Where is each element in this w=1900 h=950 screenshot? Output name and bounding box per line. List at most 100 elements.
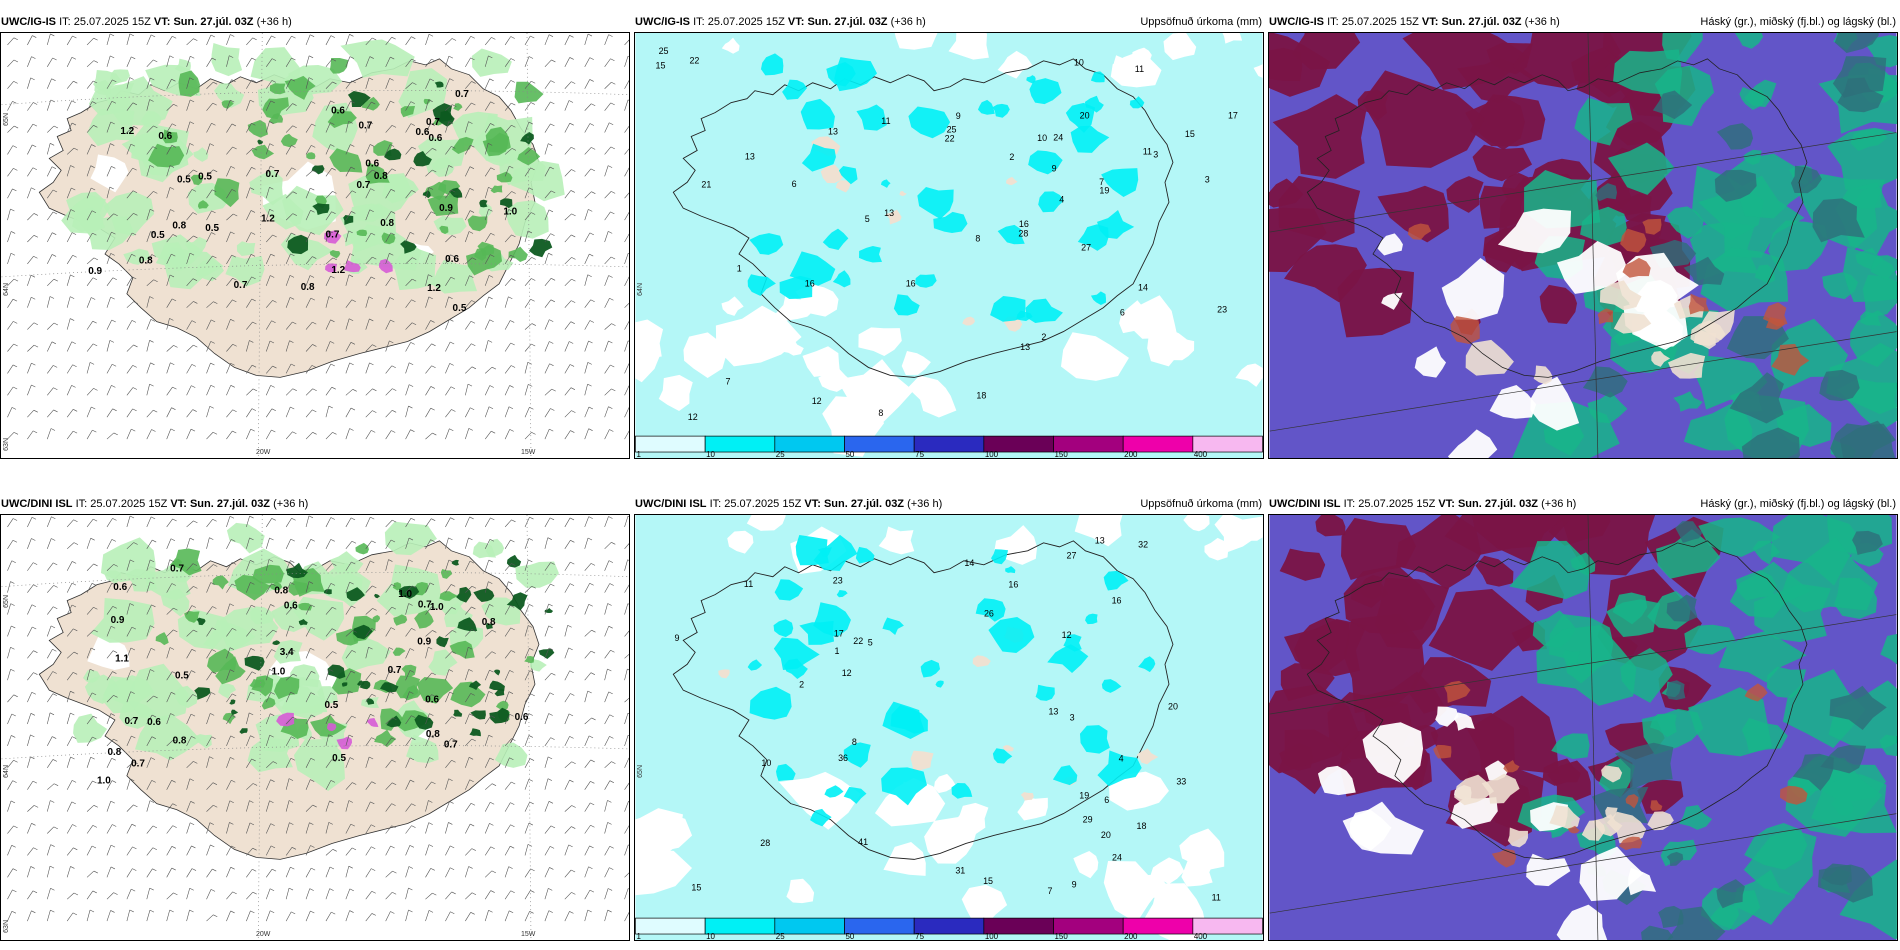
field-blob [1530,376,1580,431]
map-canvas[interactable]: 20 15 14 13 10 12 11 16 23 27 9 7 8 17 11 28 20 15 26 24 29 3… [634,514,1264,941]
wind-barb-flag [349,318,354,321]
map-canvas[interactable]: 6 7 11 13 15 22 25 18 12 16 19 13 10 23 24 27 22 17 16 9 13 2… [634,32,1264,459]
wind-barb [604,406,609,418]
wind-barb-flag [488,406,494,409]
wind-barb [385,892,393,900]
field-blob [1005,566,1016,574]
wind-barb-flag [570,430,575,433]
wind-barb [126,301,134,308]
wind-barb-flag [369,209,374,213]
wind-barb [524,648,530,659]
wind-barb [166,165,171,177]
wind-barb-flag [211,627,217,631]
accum-value-label: 3 [1205,175,1210,185]
wind-barb [484,630,493,637]
field-blob [451,136,474,155]
wind-barb [624,39,629,46]
wind-barb-flag [131,626,137,630]
wind-barb-flag [531,147,536,151]
wind-barb-flag [411,803,416,806]
wind-barb-flag [153,695,158,699]
wind-barb [27,256,34,265]
init-time: 25.07.2025 15Z [707,16,785,28]
wind-barb-flag [250,210,256,213]
wind-barb [445,738,452,747]
wind-barb-flag [332,257,337,261]
wind-barb [624,584,629,593]
wind-barb [425,99,429,111]
wind-barb-flag [588,516,593,519]
field-blob [1317,765,1356,796]
wind-barb-flag [349,757,355,760]
field-blob [365,162,390,184]
map-panel-p5: UWC/DINI ISL IT: 25.07.2025 15Z VT: Sun.… [634,494,1264,941]
map-canvas[interactable]: 0.7 0.6 0.9 0.8 1.0 0.7 0.5 0.6 0.9 0.8 1.0 0.7 0.6 3… [0,514,630,941]
wind-barb-flag [150,625,155,628]
field-blob [288,580,311,596]
wind-barb-flag [111,166,116,169]
field-blob [439,225,449,235]
wind-barb-flag [53,387,58,390]
wind-barb-flag [448,669,454,672]
wind-barb [524,693,532,703]
field-blob [1052,765,1078,786]
wind-barb-flag [30,756,35,760]
wind-barb-flag [31,187,36,191]
field-blob [479,199,488,208]
field-blob [184,236,208,257]
wind-barb [544,692,551,703]
wind-barb [7,845,12,856]
wind-barb-flag [212,255,217,259]
wind-barb-flag [491,630,497,633]
wind-barb-flag [292,607,297,610]
wind-barb [425,735,431,747]
wind-barb [465,102,472,111]
wind-barb [66,430,74,440]
wind-barb-flag [390,539,396,543]
wind-barb [86,538,91,549]
wind-barb-flag [569,57,574,60]
wind-barb-flag [531,343,536,347]
wind-barb [584,537,589,549]
wind-barb [544,801,550,812]
wind-barb-flag [89,909,95,913]
accum-value-label: 11 [881,116,890,126]
wind-barb [405,101,412,111]
map-canvas[interactable] [1268,514,1898,941]
accum-value-label: 33 [1176,777,1186,787]
accum-value-label: 27 [1081,242,1091,252]
map-canvas[interactable]: 0.5 0.7 0.6 0.8 1.0 0.9 1.2 0.6 0.7 0.5 0.8 0.6 0.7 1… [0,32,630,459]
field-blob [1790,165,1822,194]
precip-value-label: 0.7 [426,117,440,128]
wind-barb [166,187,171,199]
wind-barb [206,713,211,725]
wind-barb [285,253,291,265]
wind-barb-flag [11,231,16,234]
field-blob [467,215,488,232]
field-blob [1074,515,1123,547]
field-blob [544,607,554,614]
field-blob [1542,758,1581,786]
wind-barb-flag [330,319,335,323]
field-blob [353,624,373,640]
wind-barb [146,254,152,265]
field-blob [1688,293,1710,315]
wind-barb [544,737,551,747]
wind-barb [484,167,491,177]
field-blob [1649,713,1677,738]
wind-barb [365,540,372,550]
wind-barb-flag [210,713,215,716]
wind-barb-flag [70,274,75,278]
wind-barb-flag [31,691,36,695]
wind-barb [325,583,332,593]
field-blob [1665,680,1686,701]
precip-value-label: 1.2 [427,283,441,294]
wind-barb [47,278,55,287]
wind-barb-flag [111,582,116,586]
map-canvas[interactable] [1268,32,1898,459]
wind-barb-flag [49,296,55,299]
precip-value-label: 0.7 [418,599,432,610]
colorbar-label: 400 [1194,450,1208,458]
wind-barb [106,319,113,330]
wind-barb [325,563,333,571]
